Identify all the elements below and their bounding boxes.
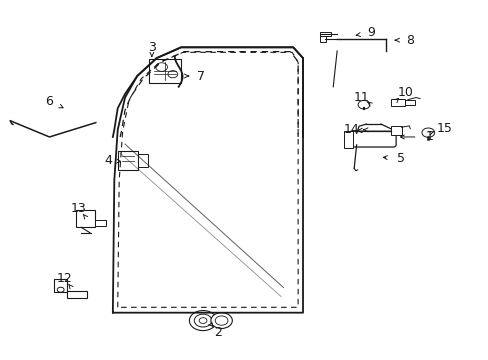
Circle shape — [199, 318, 206, 323]
Text: 12: 12 — [56, 272, 72, 285]
Bar — [149, 59, 181, 83]
Bar — [138, 154, 148, 167]
Bar — [320, 36, 326, 41]
Text: 1: 1 — [425, 130, 433, 144]
Bar — [54, 279, 66, 292]
Bar — [76, 210, 95, 227]
Text: 7: 7 — [196, 69, 204, 82]
Circle shape — [357, 100, 369, 109]
Text: 10: 10 — [397, 86, 412, 99]
Text: 13: 13 — [71, 202, 86, 215]
Bar — [66, 291, 87, 298]
Text: 6: 6 — [45, 95, 53, 108]
Circle shape — [194, 314, 211, 327]
Text: 11: 11 — [353, 91, 368, 104]
Bar — [95, 220, 105, 226]
Circle shape — [189, 311, 216, 330]
Bar — [390, 126, 401, 135]
Circle shape — [215, 316, 227, 325]
Text: 5: 5 — [396, 152, 404, 165]
Bar — [390, 99, 405, 107]
Text: 4: 4 — [104, 154, 112, 167]
Text: 15: 15 — [436, 122, 451, 135]
Text: 9: 9 — [366, 27, 374, 40]
Bar — [320, 32, 330, 36]
Text: 14: 14 — [343, 123, 359, 136]
Text: 3: 3 — [147, 41, 156, 54]
Bar — [344, 131, 352, 148]
Bar — [405, 100, 414, 105]
Bar — [118, 151, 138, 170]
Circle shape — [210, 313, 232, 328]
Circle shape — [421, 128, 434, 137]
Text: 2: 2 — [213, 326, 221, 339]
Text: 8: 8 — [406, 33, 413, 47]
FancyBboxPatch shape — [348, 131, 395, 147]
